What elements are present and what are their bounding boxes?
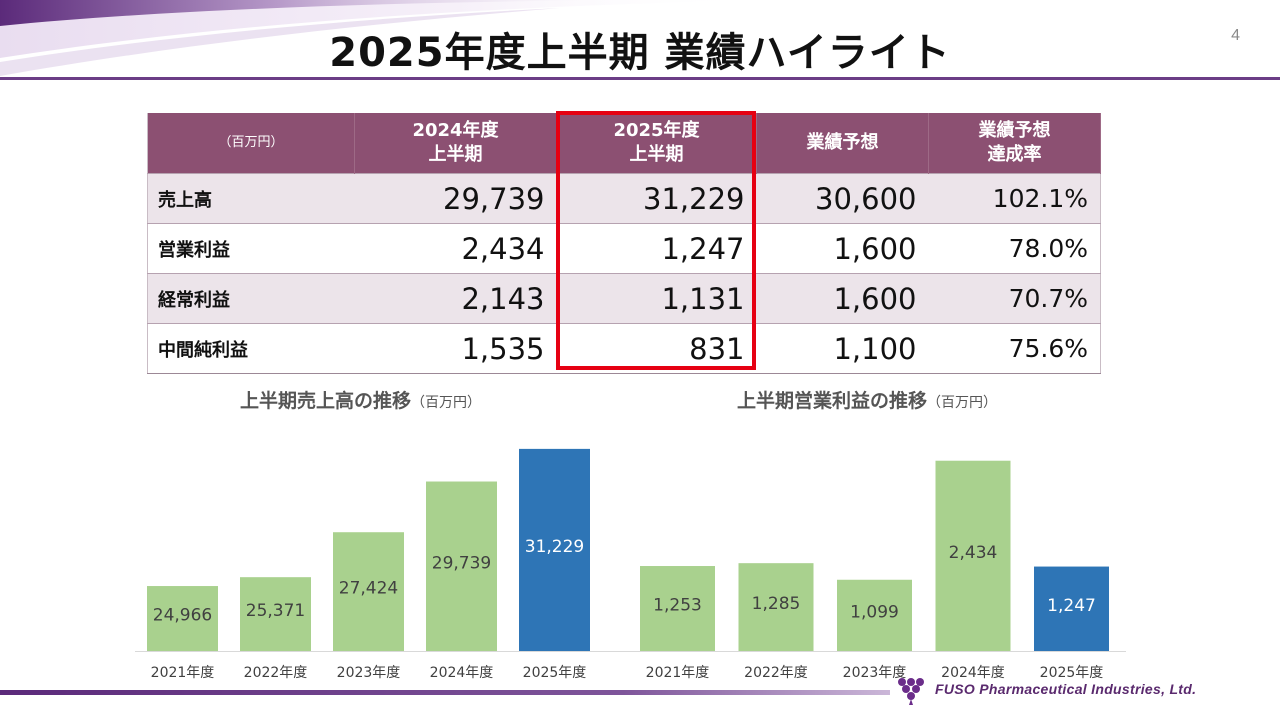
data-label: 24,966: [153, 606, 212, 626]
cell-rate: 78.0%: [928, 223, 1101, 274]
x-tick-label: 2023年度: [843, 665, 907, 681]
bar: [738, 563, 814, 651]
data-label: 25,371: [246, 601, 305, 621]
data-label: 27,424: [339, 579, 398, 599]
grape-logo-icon: [898, 678, 924, 705]
row-label: 経常利益: [147, 273, 355, 324]
table-row: 売上高 29,739 31,229 30,600 102.1%: [147, 173, 1101, 224]
cell-forecast: 30,600: [756, 173, 929, 224]
company-name: FUSO Pharmaceutical Industries, Ltd.: [935, 681, 1197, 697]
chart-title-text: 上半期営業利益の推移: [737, 390, 928, 412]
col-header-line1: 2024年度: [412, 120, 499, 141]
cell-rate: 75.6%: [928, 323, 1101, 374]
row-label: 中間純利益: [147, 323, 355, 374]
unit-label: （百万円）: [147, 113, 355, 174]
bar: [333, 532, 404, 651]
sales-chart-title: 上半期売上高の推移（百万円）: [240, 386, 481, 413]
title-underline: [0, 77, 1280, 80]
table-row: 中間純利益 1,535 831 1,100 75.6%: [147, 323, 1101, 374]
x-tick-label: 2023年度: [337, 665, 401, 681]
bar: [640, 566, 715, 651]
chart-unit: （百万円）: [927, 395, 998, 411]
cell-forecast: 1,600: [756, 223, 929, 274]
bar: [240, 577, 311, 651]
cell-2025: 31,229: [556, 173, 757, 224]
bar: [935, 460, 1011, 651]
data-label: 31,229: [525, 537, 584, 557]
cell-rate: 102.1%: [928, 173, 1101, 224]
col-header-forecast: 業績予想: [756, 113, 929, 174]
header-decoration: [0, 0, 760, 76]
cell-2025: 1,247: [556, 223, 757, 274]
cell-2025: 831: [556, 323, 757, 374]
col-header-2025: 2025年度 上半期: [556, 113, 757, 174]
col-header-line2: 上半期: [629, 144, 684, 165]
x-tick-label: 2021年度: [646, 665, 710, 681]
cell-2025: 1,131: [556, 273, 757, 324]
x-tick-label: 2022年度: [744, 665, 808, 681]
bar: [837, 579, 912, 651]
col-header-line1: 2025年度: [613, 120, 700, 141]
bar: [147, 586, 218, 651]
cell-2024: 2,143: [354, 273, 557, 324]
col-header-2024: 2024年度 上半期: [354, 113, 557, 174]
x-tick-label: 2021年度: [151, 665, 215, 681]
row-label: 売上高: [147, 173, 355, 224]
data-label: 29,739: [432, 553, 491, 573]
x-tick-label: 2024年度: [430, 665, 494, 681]
page-title: 2025年度上半期 業績ハイライト: [329, 30, 951, 76]
col-header-line1: 業績予想: [978, 120, 1051, 141]
cell-forecast: 1,100: [756, 323, 929, 374]
footer-rule: [0, 690, 890, 695]
col-header-rate: 業績予想 達成率: [928, 113, 1101, 174]
x-tick-label: 2025年度: [1040, 665, 1104, 681]
table-row: 経常利益 2,143 1,131 1,600 70.7%: [147, 273, 1101, 324]
data-label: 1,285: [752, 594, 801, 614]
chart-title-text: 上半期売上高の推移: [240, 390, 412, 412]
highlights-table: （百万円） 2024年度 上半期 2025年度 上半期 業績予想 業績予想 達成率 売…: [147, 113, 1101, 374]
x-tick-label: 2025年度: [523, 665, 587, 681]
cell-rate: 70.7%: [928, 273, 1101, 324]
x-tick-label: 2022年度: [244, 665, 308, 681]
table-header-row: （百万円） 2024年度 上半期 2025年度 上半期 業績予想 業績予想 達成率: [147, 113, 1101, 174]
data-label: 2,434: [949, 543, 998, 563]
sales-bar-chart: 24,966 2021年度 25,371 2022年度 27,424 2023年度 29,7…: [135, 448, 635, 681]
data-label: 1,253: [653, 596, 702, 616]
bar: [519, 448, 590, 651]
x-tick-label: 2024年度: [941, 665, 1005, 681]
data-label: 1,247: [1047, 596, 1096, 616]
cell-2024: 2,434: [354, 223, 557, 274]
cell-2024: 29,739: [354, 173, 557, 224]
chart-unit: （百万円）: [411, 395, 482, 411]
row-label: 営業利益: [147, 223, 355, 274]
bar: [426, 481, 497, 651]
table-row: 営業利益 2,434 1,247 1,600 78.0%: [147, 223, 1101, 274]
col-header-line2: 上半期: [428, 144, 483, 165]
cell-forecast: 1,600: [756, 273, 929, 324]
cell-2024: 1,535: [354, 323, 557, 374]
operating-profit-bar-chart: 1,253 2021年度 1,285 2022年度 1,099 2023年度 2,434 20…: [628, 460, 1126, 681]
profit-chart-title: 上半期営業利益の推移（百万円）: [737, 386, 997, 413]
page-number: 4: [1231, 27, 1240, 44]
bar: [1034, 566, 1109, 651]
col-header-line2: 達成率: [987, 144, 1042, 165]
data-label: 1,099: [850, 602, 899, 622]
